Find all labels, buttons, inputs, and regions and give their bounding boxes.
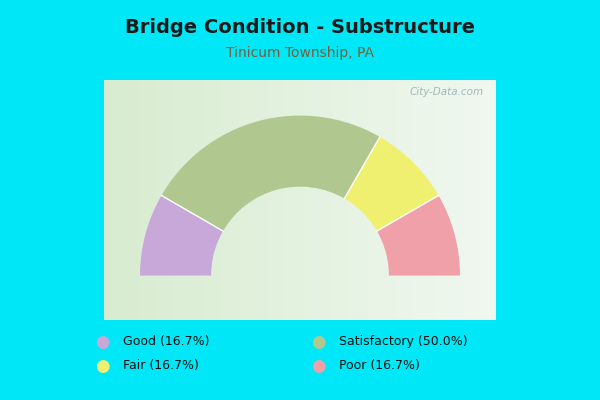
Text: ●: ●	[311, 357, 325, 375]
Text: Satisfactory (50.0%): Satisfactory (50.0%)	[339, 336, 467, 348]
Text: Fair (16.7%): Fair (16.7%)	[123, 360, 199, 372]
Wedge shape	[377, 196, 460, 276]
Text: Poor (16.7%): Poor (16.7%)	[339, 360, 420, 372]
Text: Good (16.7%): Good (16.7%)	[123, 336, 209, 348]
Text: Bridge Condition - Substructure: Bridge Condition - Substructure	[125, 18, 475, 37]
Wedge shape	[344, 137, 439, 231]
Text: City-Data.com: City-Data.com	[410, 87, 484, 97]
Text: ●: ●	[95, 357, 109, 375]
Text: Tinicum Township, PA: Tinicum Township, PA	[226, 46, 374, 60]
Text: ●: ●	[95, 333, 109, 351]
Wedge shape	[140, 196, 223, 276]
Wedge shape	[161, 116, 380, 231]
Text: ●: ●	[311, 333, 325, 351]
